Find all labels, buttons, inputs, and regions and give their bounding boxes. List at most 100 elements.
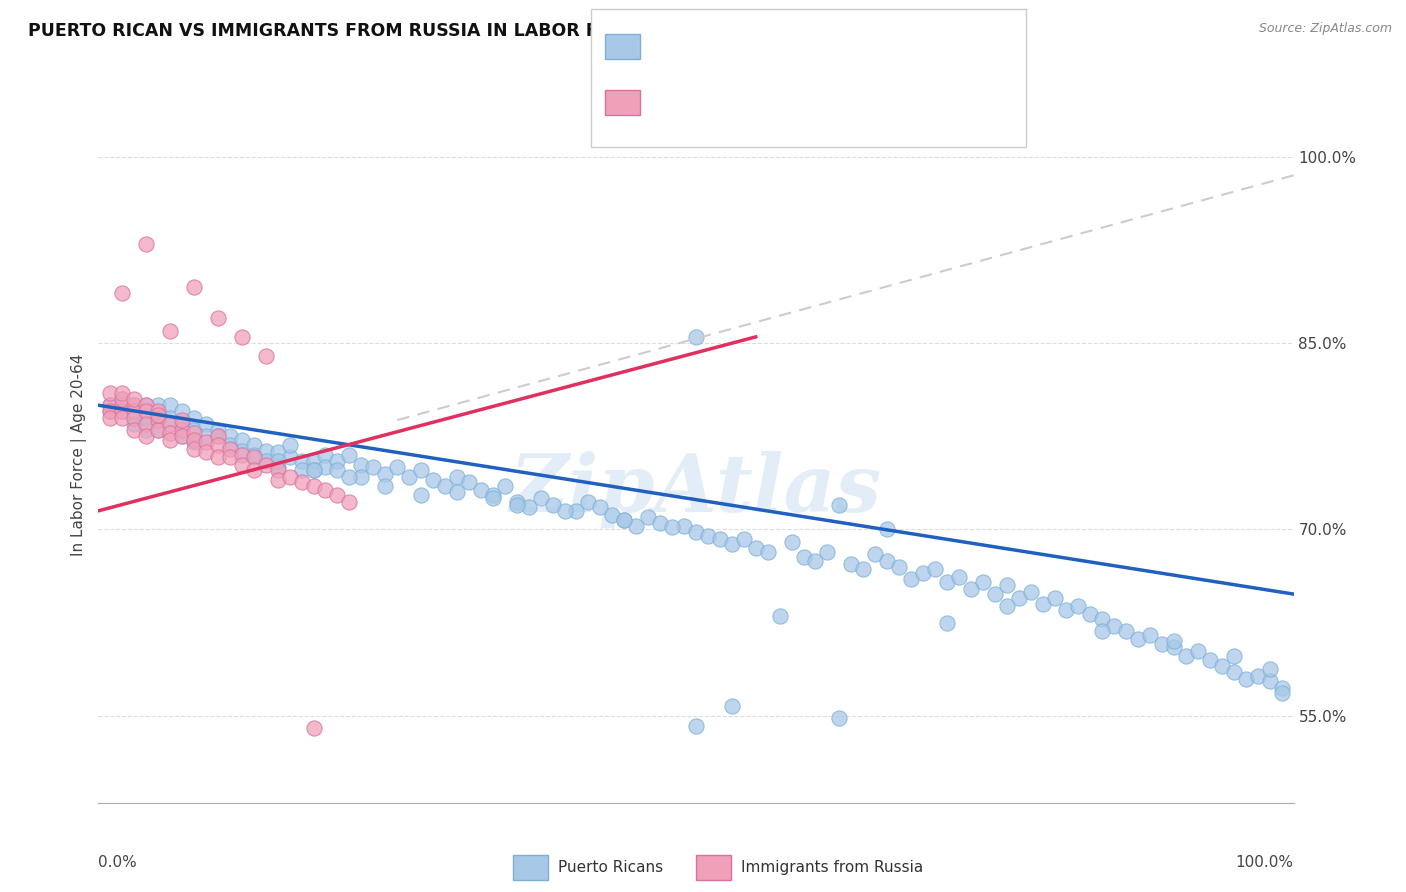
- Point: [637, 510, 659, 524]
- Point: [589, 500, 612, 515]
- Point: [685, 524, 707, 539]
- Point: [1163, 634, 1185, 648]
- Point: [98, 404, 122, 418]
- Point: [1019, 584, 1042, 599]
- Point: [624, 518, 647, 533]
- Point: [411, 463, 433, 477]
- Point: [350, 470, 373, 484]
- Point: [446, 485, 468, 500]
- Point: [111, 398, 134, 412]
- Point: [111, 385, 134, 400]
- Point: [576, 495, 599, 509]
- Point: [159, 417, 181, 431]
- Point: [517, 500, 540, 515]
- Point: [995, 599, 1018, 614]
- Point: [159, 425, 181, 440]
- Point: [398, 470, 420, 484]
- Point: [315, 483, 337, 497]
- Point: [648, 516, 672, 531]
- Point: [278, 438, 301, 452]
- Text: Puerto Ricans: Puerto Ricans: [558, 860, 664, 874]
- Point: [506, 495, 529, 509]
- Point: [1128, 632, 1150, 646]
- Point: [900, 572, 922, 586]
- Point: [721, 698, 744, 713]
- Point: [135, 417, 157, 431]
- Point: [685, 330, 707, 344]
- Point: [600, 508, 623, 522]
- Point: [481, 491, 505, 506]
- Point: [1258, 662, 1281, 676]
- Point: [254, 349, 277, 363]
- Point: [135, 398, 157, 412]
- Point: [374, 467, 396, 481]
- Point: [815, 545, 838, 559]
- Point: [302, 463, 325, 477]
- Point: [374, 479, 396, 493]
- Point: [183, 410, 205, 425]
- Point: [337, 470, 360, 484]
- Point: [172, 413, 194, 427]
- Point: [207, 311, 229, 326]
- Point: [183, 442, 205, 456]
- Point: [111, 392, 134, 406]
- Point: [422, 473, 444, 487]
- Point: [948, 570, 970, 584]
- Point: [876, 523, 898, 537]
- Point: [207, 438, 229, 452]
- Point: [1091, 624, 1114, 639]
- Point: [148, 423, 170, 437]
- Point: [124, 398, 146, 412]
- Text: N =  59: N = 59: [865, 95, 927, 110]
- Point: [302, 721, 325, 735]
- Point: [148, 398, 170, 412]
- Point: [1139, 628, 1161, 642]
- Text: 100.0%: 100.0%: [1236, 855, 1294, 870]
- Point: [135, 398, 157, 412]
- Point: [745, 541, 768, 555]
- Point: [768, 609, 790, 624]
- Point: [219, 442, 242, 456]
- Point: [433, 479, 456, 493]
- Text: Immigrants from Russia: Immigrants from Russia: [741, 860, 924, 874]
- Point: [363, 460, 385, 475]
- Point: [1187, 644, 1209, 658]
- Text: ZipAtlas: ZipAtlas: [510, 451, 882, 528]
- Point: [98, 398, 122, 412]
- Point: [1067, 599, 1090, 614]
- Point: [780, 535, 803, 549]
- Point: [135, 410, 157, 425]
- Point: [863, 547, 886, 561]
- Point: [183, 433, 205, 447]
- Point: [148, 410, 170, 425]
- Point: [1102, 619, 1125, 633]
- Point: [852, 562, 875, 576]
- Text: 0.0%: 0.0%: [98, 855, 138, 870]
- Point: [98, 410, 122, 425]
- Point: [1222, 665, 1246, 680]
- Point: [326, 454, 349, 468]
- Point: [267, 454, 290, 468]
- Point: [243, 438, 266, 452]
- Point: [111, 410, 134, 425]
- Point: [267, 445, 290, 459]
- Point: [207, 423, 229, 437]
- Point: [290, 463, 312, 477]
- Point: [254, 454, 277, 468]
- Point: [911, 566, 934, 580]
- Point: [326, 488, 349, 502]
- Point: [337, 495, 360, 509]
- Point: [458, 475, 481, 490]
- Point: [231, 330, 253, 344]
- Point: [148, 423, 170, 437]
- Point: [183, 280, 205, 294]
- Point: [278, 470, 301, 484]
- Point: [124, 410, 146, 425]
- Point: [685, 719, 707, 733]
- Point: [183, 435, 205, 450]
- Point: [231, 448, 253, 462]
- Point: [1115, 624, 1137, 639]
- Point: [219, 450, 242, 465]
- Point: [1007, 591, 1029, 605]
- Point: [159, 410, 181, 425]
